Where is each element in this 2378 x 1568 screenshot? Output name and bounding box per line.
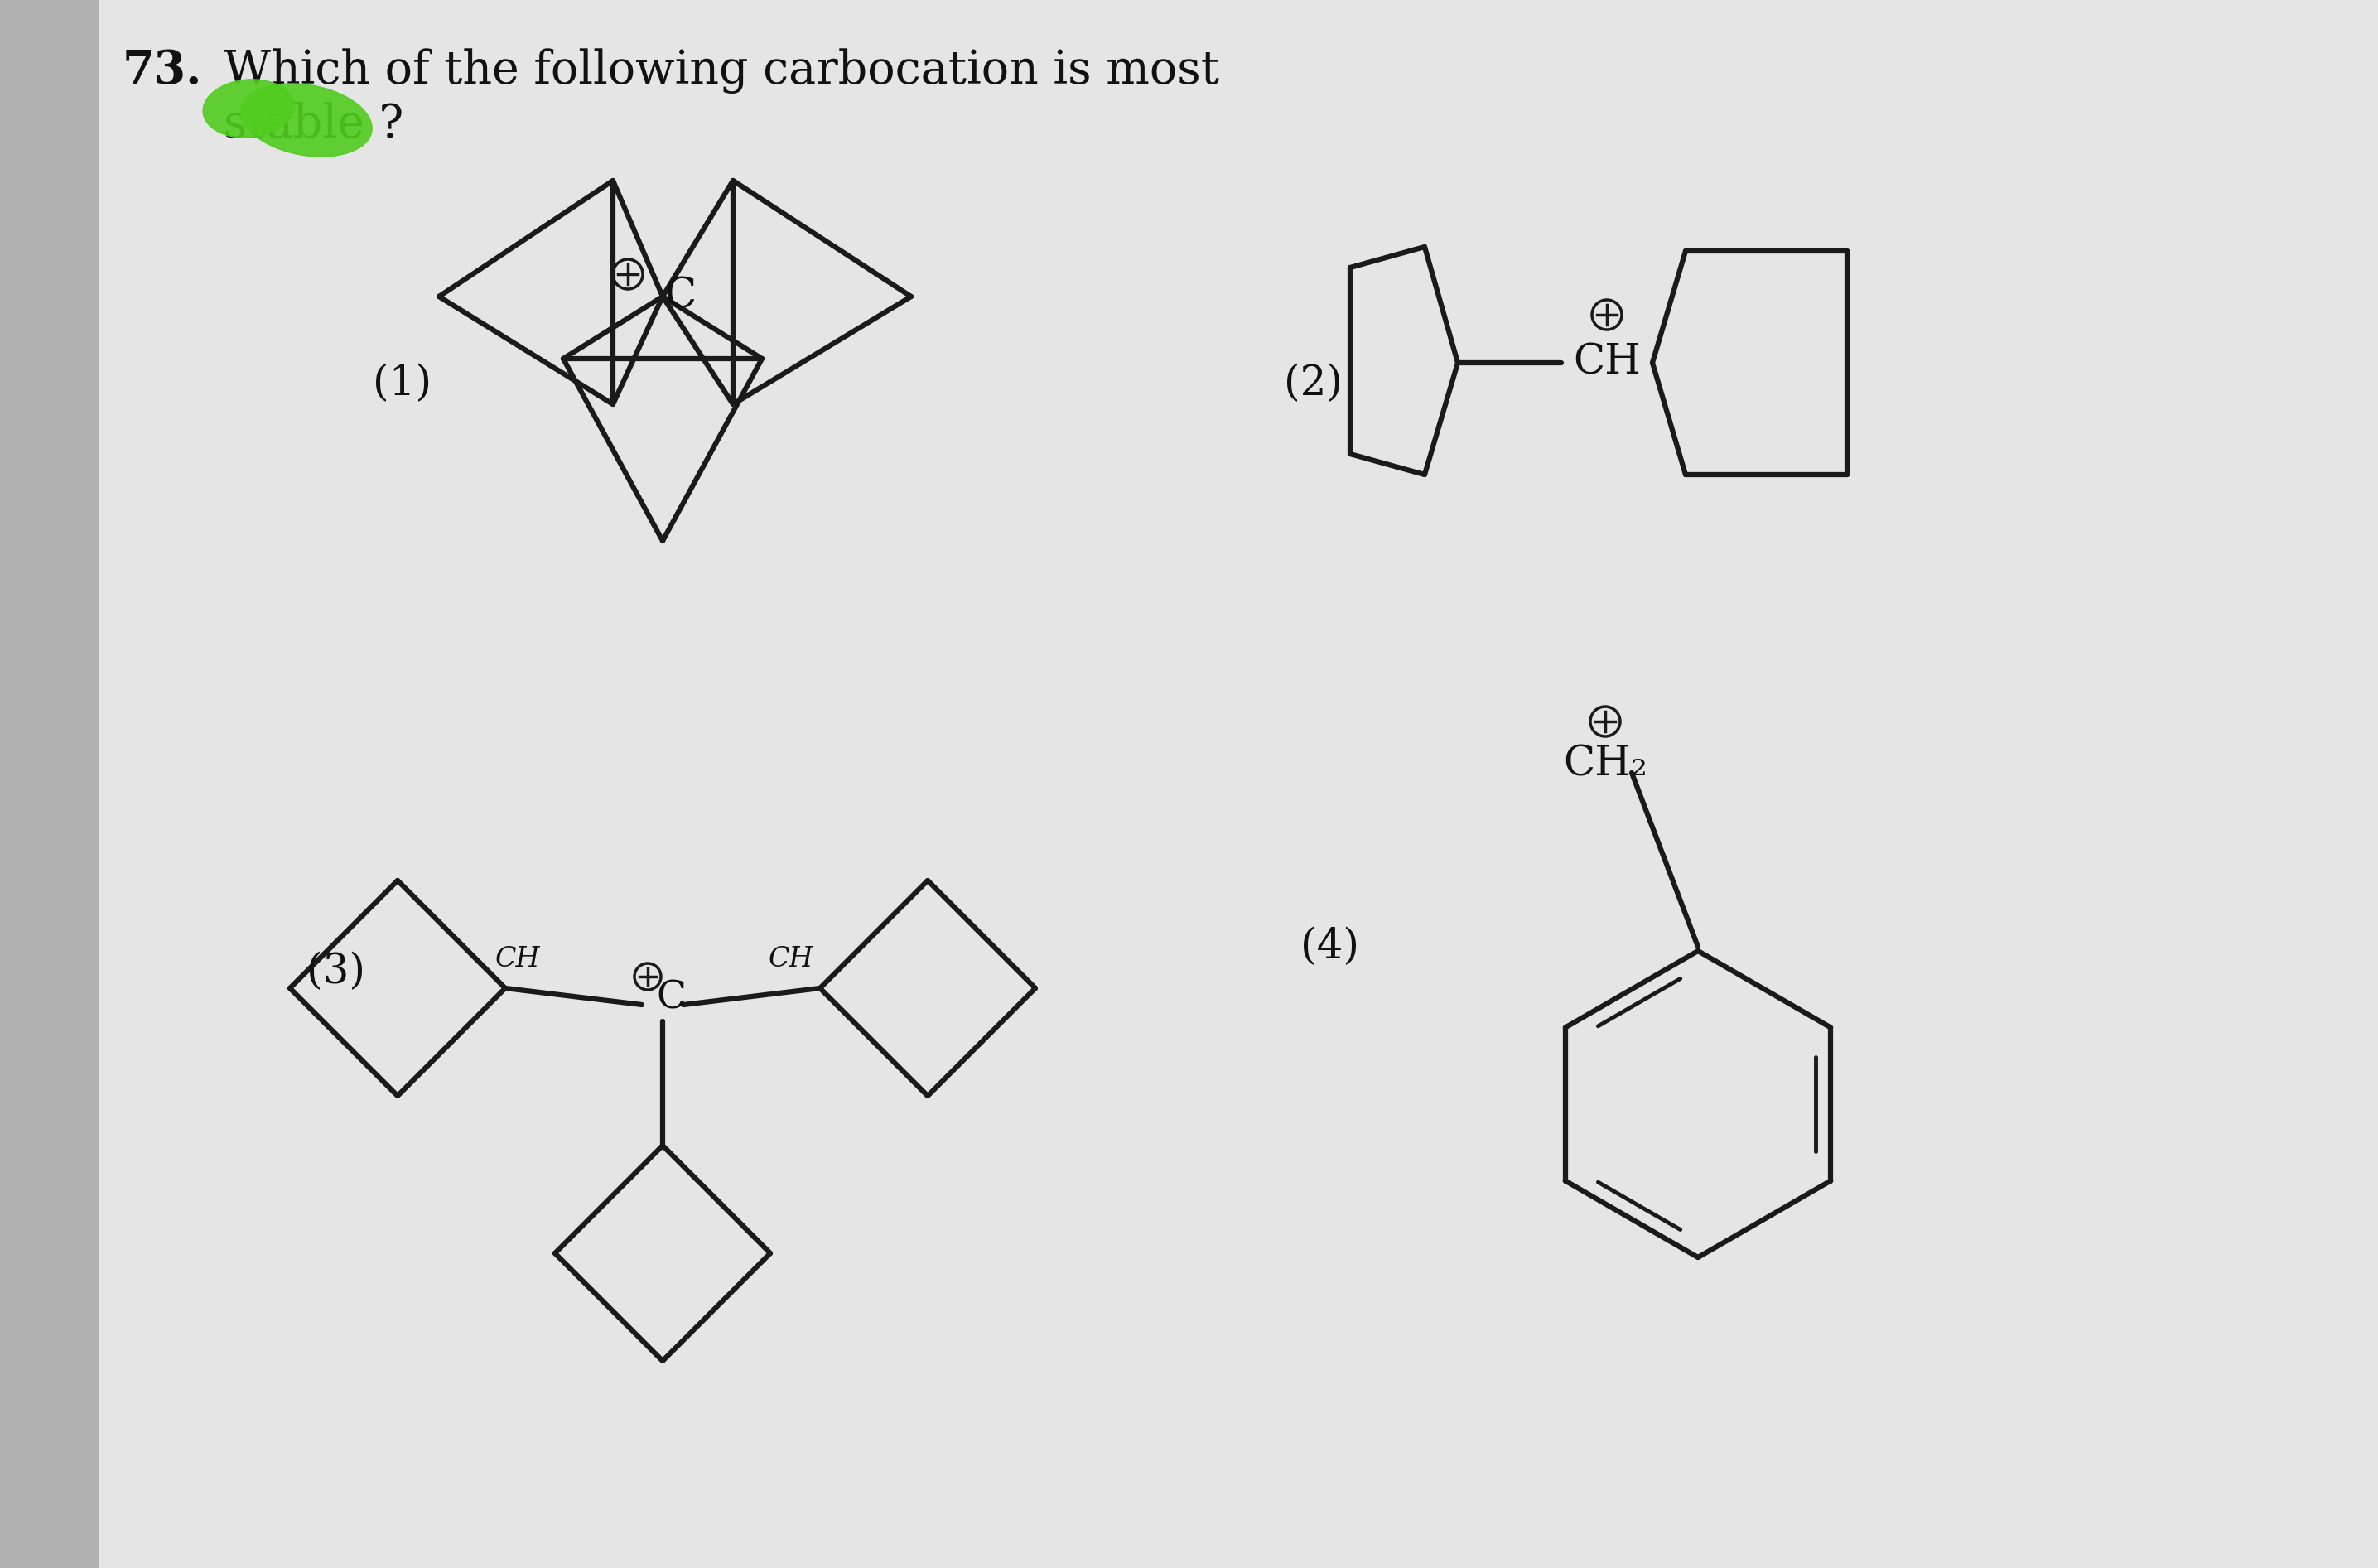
Text: CH: CH — [495, 946, 540, 972]
Text: C: C — [656, 980, 685, 1018]
Bar — [0, 0, 100, 1568]
Ellipse shape — [240, 83, 371, 157]
Text: (4): (4) — [1301, 927, 1360, 967]
Text: CH₂: CH₂ — [1562, 745, 1648, 786]
Text: C: C — [663, 276, 697, 317]
FancyBboxPatch shape — [100, 0, 2378, 1568]
Text: (2): (2) — [1284, 364, 1344, 405]
Ellipse shape — [202, 80, 295, 138]
Text: (1): (1) — [373, 364, 433, 405]
Text: stable ?: stable ? — [224, 102, 404, 147]
Text: CH: CH — [768, 946, 813, 972]
Text: 73.: 73. — [124, 49, 202, 94]
Text: (3): (3) — [307, 952, 366, 993]
Text: CH: CH — [1572, 342, 1641, 383]
Text: Which of the following carbocation is most: Which of the following carbocation is mo… — [224, 49, 1220, 94]
